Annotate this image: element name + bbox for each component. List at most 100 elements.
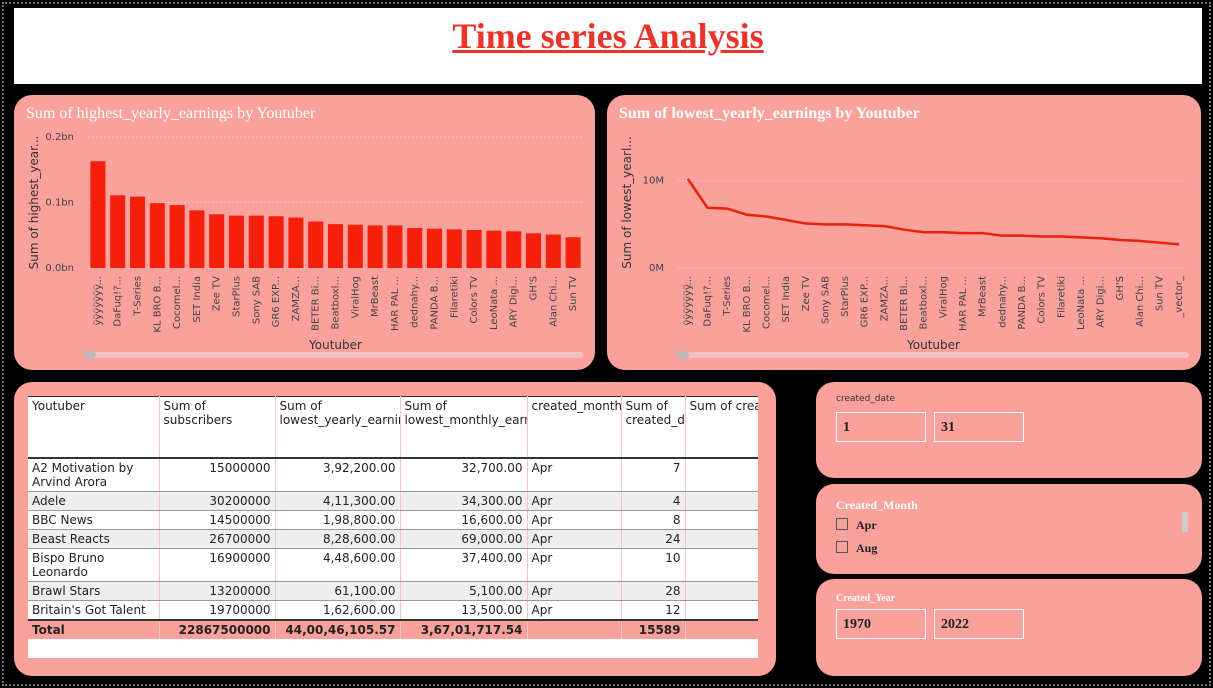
cell: 69,000.00 [400, 529, 528, 549]
x-tick-label: Colors TV [469, 276, 480, 324]
bar [288, 217, 304, 268]
column-header: Sum of lowest_yearly_earnings [275, 396, 401, 459]
bar [486, 230, 502, 268]
bar [446, 229, 462, 268]
cell: BBC News [28, 510, 160, 530]
x-tick-label: Cocomel... [172, 276, 183, 329]
x-tick-label: HAR PAL ... [390, 276, 401, 331]
cell: 30200000 [159, 491, 276, 511]
bar [545, 234, 561, 268]
cell: Apr [527, 548, 622, 582]
cell: Bispo Bruno Leonardo [28, 548, 160, 582]
bar [347, 224, 363, 268]
option[interactable]: Aug [836, 541, 877, 556]
x-tick-label: ARY Digi... [509, 276, 520, 328]
column-header: Sum of subscribers [159, 396, 276, 459]
cell: 19700000 [159, 600, 276, 621]
bar [228, 215, 245, 268]
bar [565, 237, 581, 268]
x-tick-label: Alan Chi... [548, 276, 559, 327]
cell: 8,28,600.00 [275, 529, 401, 549]
scroll-thumb [84, 351, 96, 359]
y-tick-label: 0M [649, 263, 664, 274]
cell: 13200000 [159, 581, 276, 601]
cell: 16,600.00 [400, 510, 528, 530]
table-panel: Youtuber Sum of subscribers Sum of lowest_… [14, 382, 776, 676]
cell: Apr [527, 458, 622, 492]
date-slicer: created_date 1 31 [816, 382, 1202, 478]
scrollbar[interactable] [1182, 512, 1188, 532]
x-axis-title: Youtuber [308, 338, 362, 352]
x-tick-label: ÿÿÿÿÿÿÿ... [683, 276, 694, 326]
column-header: Sum of created_year [685, 396, 758, 459]
row: A2 Motivation by Arvind Arora 15000000 3,9… [28, 458, 758, 492]
cell: 7 [621, 458, 686, 492]
cell: 13,500.00 [400, 600, 528, 621]
x-tick-label: GR6 EXP... [860, 276, 871, 327]
column-header: Sum of lowest_monthly_earnings [400, 396, 528, 459]
x-tick-label: Sony SAB [251, 276, 262, 324]
cell: 1,98,800.00 [275, 510, 401, 530]
cell: Beast Reacts [28, 529, 160, 549]
line-panel: Sum of lowest_yearly_earnings by Youtube… [607, 95, 1201, 370]
cell: 10 [621, 548, 686, 582]
slicer-title: created_date [836, 394, 896, 404]
bar [189, 210, 205, 268]
cell: 16900000 [159, 548, 276, 582]
cell: 3,67,01,717.54 [400, 619, 528, 639]
x-axis-title: Youtuber [906, 338, 960, 352]
x-tick-label: PANDA B... [430, 276, 441, 330]
row: Beast Reacts 26700000 8,28,600.00 69,000.00… [28, 529, 758, 549]
column-header: Sum of created_date [621, 396, 686, 459]
x-tick-label: GR6 EXP... [271, 276, 282, 327]
cell: Apr [527, 529, 622, 549]
range-input[interactable]: 31 [934, 412, 1024, 442]
x-tick-label: ViralHog [938, 276, 949, 318]
cell [527, 619, 622, 639]
bar-panel: Sum of highest_yearly_earnings by Youtub… [14, 95, 595, 370]
bar [426, 228, 443, 268]
x-tick-label: Beatboxl... [919, 276, 930, 329]
bar [387, 225, 403, 268]
bar-chart: Sum of highest_yearly_earnings by Youtub… [26, 105, 583, 359]
row: BBC News 14500000 1,98,800.00 16,600.00 Apr 8… [28, 510, 758, 530]
bar [110, 195, 126, 268]
range-input[interactable]: 1 [836, 412, 926, 442]
cell: 201 [685, 529, 758, 549]
x-tick-label: ZAMZA... [291, 276, 302, 321]
y-tick-label: 10M [643, 176, 664, 187]
x-tick-label: Sun TV [1155, 276, 1166, 311]
x-tick-label: Filaretiki [1056, 276, 1067, 318]
page-title: Time series Analysis [452, 16, 764, 56]
range-input[interactable]: 2022 [934, 609, 1024, 639]
bar [367, 225, 383, 268]
option-label: Aug [856, 541, 878, 555]
cell: 26700000 [159, 529, 276, 549]
cell: 22867500000 [159, 619, 276, 639]
cell: Brawl Stars [28, 581, 160, 601]
x-tick-label: LeoNata ... [489, 276, 500, 330]
cell: Apr [527, 510, 622, 530]
x-tick-label: dednahy... [997, 276, 1008, 328]
cell: 37,400.00 [400, 548, 528, 582]
cell: 44,00,46,105.57 [275, 619, 401, 639]
bar [149, 203, 165, 268]
x-tick-label: Cocomel... [761, 276, 772, 329]
y-tick-label: 0.1bn [45, 198, 74, 209]
total-row: Total 22867500000 44,00,46,105.57 3,67,01,7… [28, 619, 758, 639]
bar [506, 231, 522, 268]
y-axis-title: Sum of highest_year... [27, 136, 41, 270]
cell: 201 [685, 581, 758, 601]
cell: 3,92,200.00 [275, 458, 401, 492]
cell: 201 [685, 548, 758, 582]
cell: 199250 [685, 619, 758, 639]
cell: 5,100.00 [400, 581, 528, 601]
x-tick-label: KL BRO B... [152, 276, 163, 333]
x-tick-label: MrBeast [978, 276, 989, 317]
cell: 4,11,300.00 [275, 491, 401, 511]
x-tick-label: SET India [781, 276, 792, 323]
x-tick-label: GH'S [1115, 276, 1126, 300]
range-input[interactable]: 1970 [836, 609, 926, 639]
option[interactable]: Apr [836, 518, 877, 533]
